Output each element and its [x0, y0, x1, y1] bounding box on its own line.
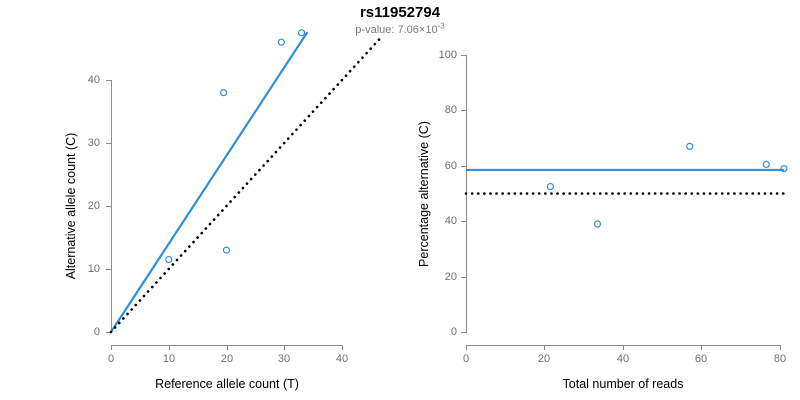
left-x-axis-line	[111, 345, 342, 346]
right-x-ticklabel-0: 0	[462, 353, 470, 365]
right-y-tick-20	[461, 277, 466, 278]
left-y-tick-10	[106, 269, 111, 270]
pvalue-label: p-value: 7.06×10-3	[0, 21, 800, 37]
left-x-tick-40	[342, 345, 343, 350]
page-title: rs11952794	[359, 4, 441, 21]
right-y-tick-0	[461, 332, 466, 333]
right-x-tick-40	[623, 345, 624, 350]
left-x-ticklabel-40: 40	[335, 353, 349, 365]
pvalue-text: p-value: 7.06×10	[355, 24, 438, 36]
left-y-ticklabel-20: 20	[87, 200, 100, 212]
left-y-tick-20	[106, 206, 111, 207]
left-y-ticklabel-0: 0	[93, 326, 100, 338]
left-x-tick-0	[111, 345, 112, 350]
left-x-ticklabel-10: 10	[162, 353, 176, 365]
right-y-axis-line	[466, 55, 467, 333]
left-x-tick-30	[284, 345, 285, 350]
right-y-ticklabel-40: 40	[444, 215, 457, 227]
panel-percentage-alternative: 0 20 40 60 80 100 Percentage alternative…	[400, 0, 800, 400]
left-y-ticklabel-30: 30	[87, 137, 100, 149]
right-y-ticklabel-0: 0	[450, 326, 457, 338]
left-y-axis-title: Alternative allele count (C)	[64, 132, 78, 280]
left-y-ticklabel-10: 10	[87, 263, 100, 275]
left-x-axis-title: Reference allele count (T)	[155, 377, 299, 391]
right-x-tick-20	[544, 345, 545, 350]
left-y-tick-0	[106, 332, 111, 333]
right-x-ticklabel-20: 20	[537, 353, 551, 365]
right-y-ticklabel-20: 20	[444, 271, 457, 283]
right-x-ticklabel-80: 80	[773, 353, 787, 365]
right-x-ticklabel-40: 40	[616, 353, 630, 365]
right-y-tick-60	[461, 166, 466, 167]
right-y-tick-100	[461, 55, 466, 56]
right-y-axis-title: Percentage alternative (C)	[417, 121, 431, 267]
right-y-ticklabel-60: 60	[444, 160, 457, 172]
left-x-tick-20	[227, 345, 228, 350]
right-y-ticklabel-100: 100	[438, 49, 457, 61]
pvalue-exponent: -3	[437, 21, 445, 31]
left-x-ticklabel-20: 20	[220, 353, 234, 365]
panel-allele-counts: 0 10 20 30 40 Alternative allele count (…	[64, 74, 349, 391]
left-x-tick-10	[169, 345, 170, 350]
right-y-tick-80	[461, 110, 466, 111]
right-x-ticklabel-60: 60	[694, 353, 708, 365]
right-x-tick-0	[466, 345, 467, 350]
left-x-ticklabel-0: 0	[107, 353, 115, 365]
left-y-tick-30	[106, 143, 111, 144]
figure-header: rs11952794 p-value: 7.06×10-3	[0, 4, 800, 37]
right-x-axis-title: Total number of reads	[562, 377, 684, 391]
left-x-ticklabel-30: 30	[277, 353, 291, 365]
right-y-ticklabel-80: 80	[444, 104, 457, 116]
left-y-axis-line	[111, 80, 112, 333]
right-x-tick-60	[701, 345, 702, 350]
right-x-tick-80	[780, 345, 781, 350]
left-y-tick-40	[106, 80, 111, 81]
left-y-ticklabel-40: 40	[87, 74, 100, 86]
right-y-tick-40	[461, 221, 466, 222]
